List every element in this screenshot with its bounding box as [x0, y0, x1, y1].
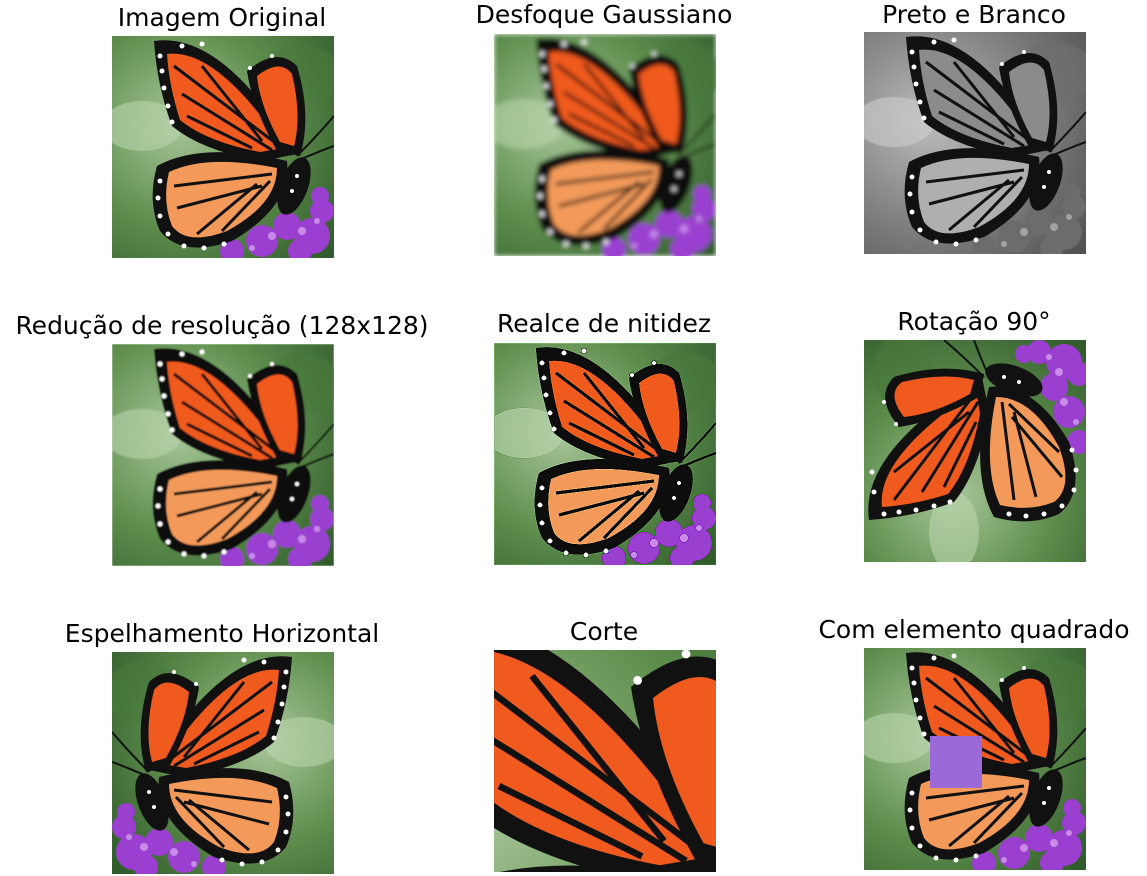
butterfly-image-cropped — [494, 650, 716, 872]
butterfly-image-grayscale — [864, 32, 1086, 254]
panel-title: Preto e Branco — [882, 0, 1066, 29]
panel-title: Com elemento quadrado — [818, 615, 1130, 644]
butterfly-image-rotated — [864, 340, 1086, 562]
butterfly-image-mirrored — [112, 652, 334, 874]
panel-title: Redução de resolução (128x128) — [15, 311, 429, 340]
panel-title: Realce de nitidez — [496, 309, 712, 338]
square-overlay — [930, 736, 982, 788]
panel-title: Rotação 90° — [897, 307, 1051, 336]
butterfly-image-sharpened — [494, 343, 716, 565]
panel-title: Imagem Original — [117, 3, 327, 32]
butterfly-image-blurred — [494, 34, 716, 256]
panel-title: Desfoque Gaussiano — [475, 0, 733, 29]
butterfly-image-lowres — [112, 344, 334, 566]
butterfly-image — [112, 36, 334, 258]
panel-title: Corte — [569, 617, 639, 646]
butterfly-image-with-square — [864, 648, 1086, 870]
panel-title: Espelhamento Horizontal — [64, 619, 380, 648]
